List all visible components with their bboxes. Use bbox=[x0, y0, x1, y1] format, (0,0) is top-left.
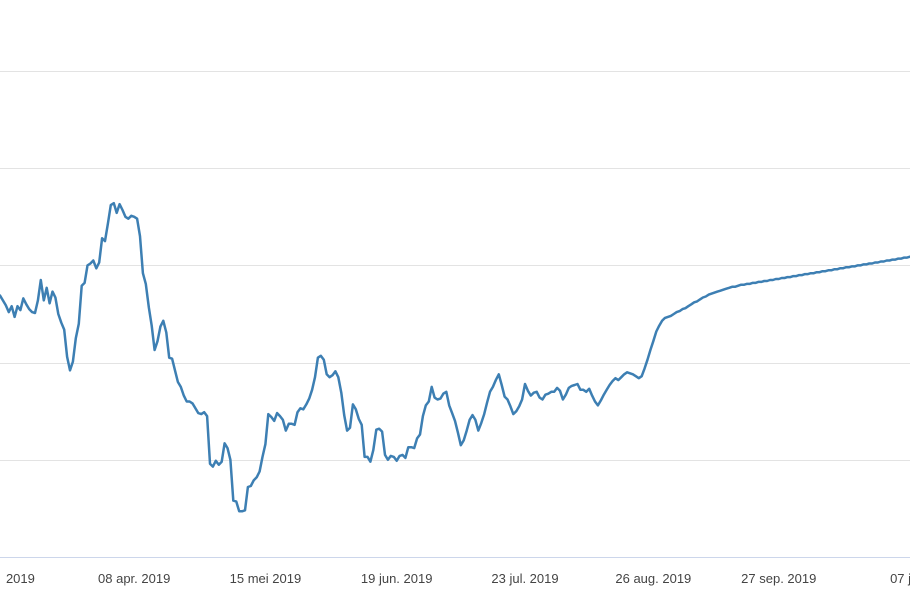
x-tick-label-1: 08 apr. 2019 bbox=[98, 571, 170, 586]
x-tick-label-3: 19 jun. 2019 bbox=[361, 571, 433, 586]
series bbox=[0, 201, 910, 513]
x-tick-label-5: 26 aug. 2019 bbox=[615, 571, 691, 586]
x-tick-label-2: 15 mei 2019 bbox=[230, 571, 302, 586]
x-tick-label-4: 23 jul. 2019 bbox=[491, 571, 558, 586]
grid bbox=[0, 71, 910, 558]
x-tick-label-7: 07 ja bbox=[890, 571, 910, 586]
x-tick-label-6: 27 sep. 2019 bbox=[741, 571, 816, 586]
series-line-0 bbox=[0, 201, 910, 513]
x-axis-labels: 2019 08 apr. 2019 15 mei 2019 19 jun. 2019 2… bbox=[6, 571, 910, 586]
x-tick-label-0: 2019 bbox=[6, 571, 35, 586]
